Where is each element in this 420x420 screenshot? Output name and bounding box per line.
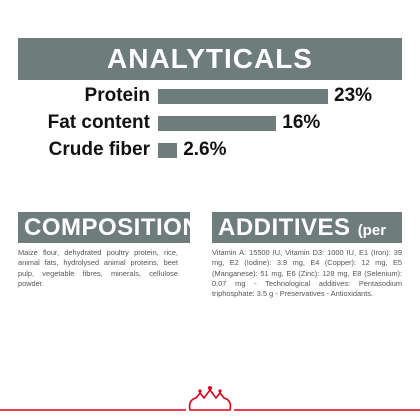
bar (158, 143, 178, 158)
additives-header: ADDITIVES (per kg) (212, 212, 402, 273)
crown-icon (198, 389, 202, 393)
category-label: Fat content (47, 112, 150, 133)
bar (158, 89, 328, 104)
crown-icon (218, 389, 222, 393)
category-label: Crude fiber (48, 139, 150, 160)
composition-title: COMPOSITION (18, 212, 200, 243)
value-label: 16% (282, 112, 321, 133)
composition-text: Maize flour, dehydrated poultry protein,… (18, 248, 178, 288)
crown-icon (208, 386, 212, 390)
additives-unit: (per kg) (218, 222, 387, 273)
value-label: 2.6% (183, 139, 227, 160)
category-label: Protein (84, 85, 150, 106)
chart-title: ANALYTICALS CONSTITUENTS (18, 38, 402, 116)
crown-icon (188, 388, 232, 411)
bar (158, 116, 277, 131)
additives-title: ADDITIVES (218, 214, 351, 241)
value-label: 23% (334, 85, 373, 106)
additives-text: Vitamin A: 15500 IU, Vitamin D3: 1000 IU… (212, 248, 402, 299)
